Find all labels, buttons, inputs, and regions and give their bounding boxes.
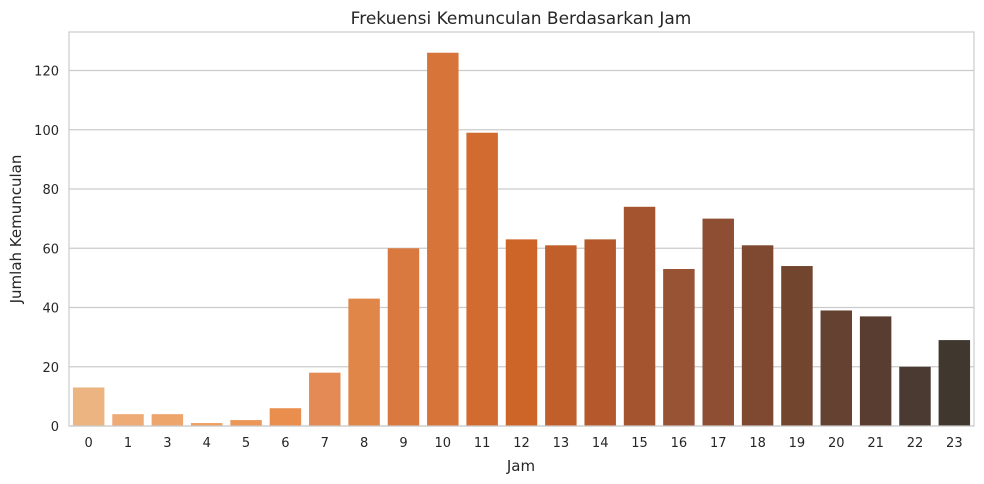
- x-tick-label: 15: [631, 436, 648, 451]
- x-tick-label: 22: [907, 436, 924, 451]
- x-tick-label: 0: [85, 436, 93, 451]
- bar-16: [663, 268, 695, 426]
- plot-frame: [68, 31, 975, 427]
- x-axis-label: Jam: [506, 457, 535, 475]
- x-tick-label: 23: [946, 436, 963, 451]
- x-tick-label: 14: [592, 436, 609, 451]
- bar-11: [466, 132, 498, 426]
- y-tick-label: 80: [42, 183, 59, 198]
- x-tick-label: 5: [242, 436, 250, 451]
- x-tick-label: 20: [828, 436, 845, 451]
- bar-4: [190, 423, 223, 426]
- x-tick-label: 10: [435, 436, 452, 451]
- x-tick-label: 16: [671, 436, 688, 451]
- bar-8: [348, 298, 380, 426]
- bar-12: [505, 239, 538, 426]
- bar-13: [545, 245, 577, 426]
- bar-6: [269, 408, 302, 426]
- x-tick-label: 18: [749, 436, 766, 451]
- bar-5: [230, 420, 262, 426]
- bar-1: [112, 414, 144, 426]
- y-tick-label: 60: [42, 242, 59, 257]
- x-tick-label: 9: [399, 436, 407, 451]
- bar-18: [741, 245, 774, 426]
- y-axis-label: Jumlah Kemunculan: [7, 155, 25, 305]
- y-tick-label: 0: [51, 420, 59, 435]
- bar-9: [387, 248, 420, 426]
- x-tick-label: 21: [867, 436, 884, 451]
- bar-3: [151, 414, 184, 426]
- bar-17: [702, 218, 734, 426]
- x-tick-label: 1: [124, 436, 132, 451]
- bar-19: [781, 266, 813, 426]
- bar-0: [72, 387, 105, 426]
- x-tick-label: 11: [474, 436, 491, 451]
- bar-14: [584, 239, 616, 426]
- y-tick-labels: 0 20 40 60 80 100 120: [34, 65, 59, 435]
- x-tick-label: 4: [203, 436, 211, 451]
- x-tick-label: 12: [513, 436, 530, 451]
- bar-15: [623, 206, 656, 426]
- bars: [72, 52, 971, 426]
- x-tick-label: 17: [710, 436, 727, 451]
- x-tick-label: 6: [281, 436, 289, 451]
- x-tick-label: 19: [789, 436, 806, 451]
- y-tick-label: 20: [42, 361, 59, 376]
- y-tick-label: 100: [34, 124, 59, 139]
- bar-21: [859, 316, 892, 426]
- chart-title: Frekuensi Kemunculan Berdasarkan Jam: [351, 9, 692, 29]
- x-tick-label: 8: [360, 436, 368, 451]
- x-tick-label: 3: [163, 436, 171, 451]
- x-tick-labels: 0 1 3 4 5 6 7 8 9 10 11 12 13 14 15 16 17 18 19 20 21 22 23: [85, 436, 963, 451]
- bar-7: [309, 372, 341, 426]
- bar-22: [899, 366, 931, 426]
- y-tick-label: 120: [34, 65, 59, 80]
- y-tick-label: 40: [42, 302, 59, 317]
- x-tick-label: 13: [553, 436, 570, 451]
- bar-20: [820, 310, 853, 426]
- x-tick-label: 7: [321, 436, 329, 451]
- bar-10: [427, 52, 459, 426]
- bar-23: [938, 340, 971, 426]
